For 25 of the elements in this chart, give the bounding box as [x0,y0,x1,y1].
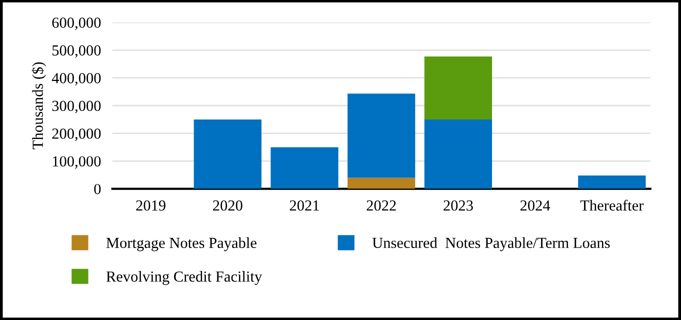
y-tick-label: 300,000 [52,100,101,114]
x-tick-label: 2020 [213,200,242,211]
bar [348,94,416,178]
x-tick-label: 2021 [290,200,319,211]
y-tick-label: 100,000 [52,156,101,169]
x-tick-label: 2023 [444,200,473,211]
bar [270,147,338,189]
legend-label: Unsecured Notes Payable/Term Loans [372,237,610,252]
y-axis-title: Thousands ($) [32,62,46,150]
y-tick-label: 200,000 [52,128,101,141]
y-tick-label: 500,000 [52,45,101,58]
x-tick-label: 2022 [366,200,396,211]
bar [194,119,262,189]
x-tick-label: Thereafter [580,200,644,211]
legend-label: Mortgage Notes Payable [106,237,256,252]
x-tick-label: 2024 [520,200,550,211]
bar [424,119,492,189]
bar [578,175,646,189]
bar [424,56,492,120]
y-tick-label: 400,000 [52,73,101,86]
x-tick-label: 2019 [136,200,166,211]
legend-label: Revolving Credit Facility [106,271,262,285]
y-tick-label: 0 [94,184,101,194]
bar [348,178,416,189]
y-tick-label: 600,000 [52,18,101,30]
